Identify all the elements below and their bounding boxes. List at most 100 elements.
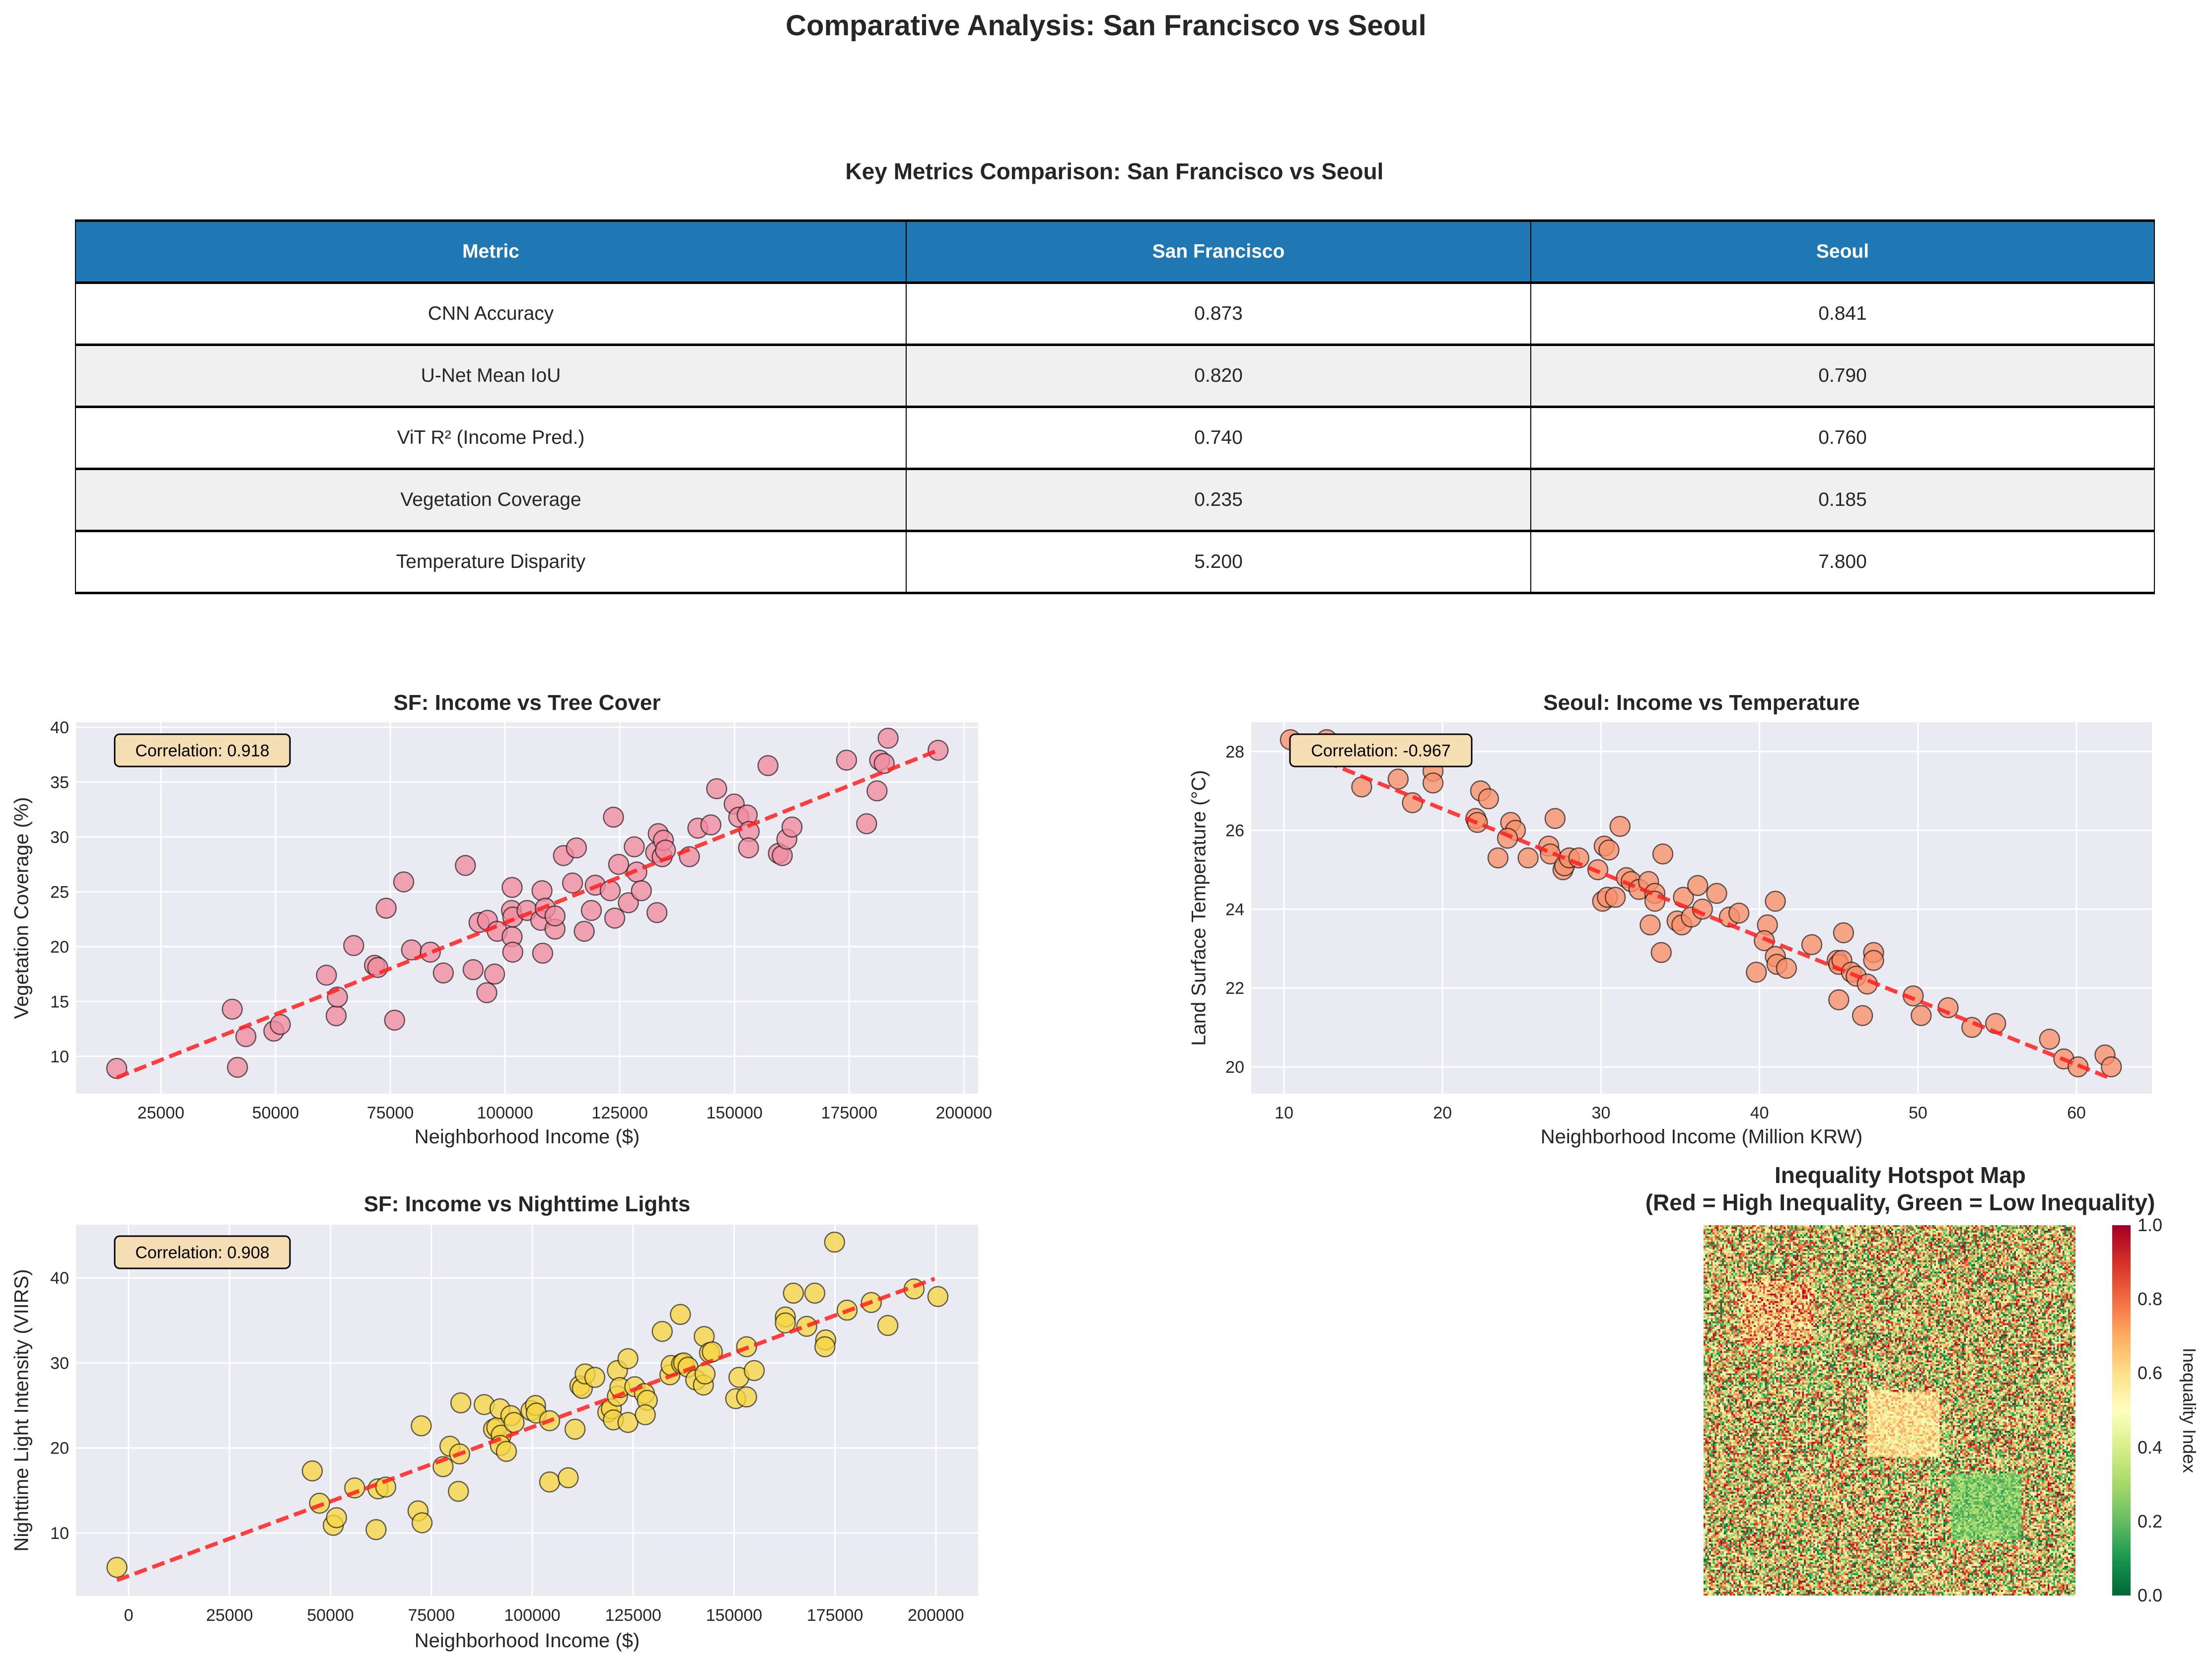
colorbar — [2112, 1225, 2131, 1596]
trend-line — [1289, 746, 2112, 1081]
table-row: Temperature Disparity 5.200 7.800 — [75, 530, 2155, 594]
data-point — [2101, 1056, 2122, 1078]
data-point — [539, 1471, 561, 1493]
data-point — [736, 1386, 757, 1408]
x-tick-label: 75000 — [408, 1606, 455, 1625]
data-point — [1487, 847, 1509, 869]
correlation-label: Correlation: 0.918 — [135, 742, 269, 761]
data-point — [646, 902, 668, 923]
header-metric: Metric — [75, 219, 907, 284]
data-point — [411, 1512, 433, 1533]
data-point — [462, 959, 484, 980]
sf-value-cell: 0.740 — [906, 406, 1531, 470]
heatmap-title: Inequality Hotspot Map — [1775, 1162, 2026, 1188]
x-tick-label: 175000 — [821, 1104, 877, 1122]
data-point — [624, 836, 645, 858]
heatmap-subtitle: (Red = High Inequality, Green = Low Ineq… — [1645, 1189, 2155, 1215]
chart-title: SF: Income vs Tree Cover — [394, 691, 661, 715]
data-point — [1765, 891, 1786, 912]
x-tick-label: 125000 — [591, 1104, 647, 1122]
data-point — [599, 880, 621, 902]
trend-line — [116, 1277, 935, 1582]
x-tick-label: 75000 — [367, 1104, 414, 1122]
data-point — [804, 1282, 826, 1304]
x-tick-label: 200000 — [908, 1606, 964, 1625]
data-point — [1422, 772, 1444, 794]
x-tick-label: 150000 — [707, 1104, 763, 1122]
chart-title: Seoul: Income vs Temperature — [1543, 691, 1859, 715]
data-point — [1650, 942, 1672, 963]
metric-cell: Temperature Disparity — [75, 530, 907, 594]
sf-value-cell: 5.200 — [906, 530, 1531, 594]
seoul-value-cell: 7.800 — [1530, 530, 2155, 594]
data-point — [796, 1316, 818, 1337]
y-tick-label: 28 — [1225, 743, 1244, 762]
y-tick-label: 15 — [50, 992, 69, 1011]
table-title: Key Metrics Comparison: San Francisco vs… — [845, 158, 1384, 184]
x-tick-label: 40 — [1750, 1104, 1769, 1122]
data-point — [502, 941, 524, 963]
metric-cell: CNN Accuracy — [75, 281, 907, 346]
trend-line — [116, 748, 939, 1080]
data-point — [1517, 847, 1539, 869]
data-point — [531, 880, 553, 902]
x-tick-label: 30 — [1592, 1104, 1611, 1122]
x-axis-label: Neighborhood Income ($) — [415, 1630, 640, 1652]
table-row: U-Net Mean IoU 0.820 0.790 — [75, 344, 2155, 408]
colorbar-tick-label: 0.0 — [2138, 1585, 2163, 1605]
x-tick-label: 100000 — [504, 1606, 560, 1625]
data-point — [227, 1056, 248, 1078]
data-point — [562, 872, 583, 894]
data-point — [411, 1415, 432, 1437]
data-point — [631, 880, 652, 902]
data-point — [928, 740, 949, 761]
data-point — [532, 942, 554, 964]
x-tick-label: 50 — [1909, 1104, 1927, 1122]
data-point — [1863, 950, 1884, 971]
table-row: ViT R² (Income Pred.) 0.740 0.760 — [75, 406, 2155, 470]
y-tick-label: 30 — [50, 1354, 69, 1373]
data-point — [1640, 914, 1661, 936]
data-point — [635, 1404, 656, 1426]
data-point — [706, 778, 727, 799]
correlation-box — [1289, 733, 1473, 767]
data-point — [503, 1412, 525, 1433]
metric-cell: Vegetation Coverage — [75, 468, 907, 532]
data-point — [564, 1418, 586, 1440]
data-point — [1746, 962, 1767, 983]
correlation-box — [114, 1235, 291, 1269]
seoul-value-cell: 0.841 — [1530, 281, 2155, 346]
y-tick-label: 35 — [50, 773, 69, 792]
data-point — [270, 1014, 291, 1036]
data-point — [1497, 828, 1518, 849]
header-san-francisco: San Francisco — [906, 219, 1531, 284]
data-point — [738, 837, 759, 859]
metric-cell: U-Net Mean IoU — [75, 344, 907, 408]
correlation-box — [114, 733, 291, 767]
data-point — [757, 755, 779, 776]
data-point — [927, 1286, 949, 1308]
correlation-label: Correlation: 0.908 — [135, 1244, 269, 1262]
data-point — [877, 727, 899, 749]
y-tick-label: 26 — [1225, 822, 1244, 840]
x-tick-label: 50000 — [252, 1104, 299, 1122]
data-point — [783, 1282, 804, 1304]
data-point — [484, 963, 505, 985]
data-point — [325, 1005, 347, 1027]
data-point — [221, 998, 243, 1020]
x-axis-label: Neighborhood Income (Million KRW) — [1541, 1126, 1862, 1148]
data-point — [393, 871, 415, 893]
data-point — [1478, 788, 1499, 810]
data-point — [343, 935, 364, 956]
metrics-table: Metric San Francisco Seoul CNN Accuracy … — [75, 219, 2155, 594]
y-axis-label: Vegetation Coverage (%) — [11, 797, 33, 1019]
y-tick-label: 40 — [50, 718, 69, 737]
y-tick-label: 10 — [50, 1047, 69, 1066]
scatter-chart: 0 25000 50000 75000 100000 125000 150000 175000… — [11, 1192, 978, 1652]
data-point — [617, 1348, 639, 1370]
data-point — [1644, 891, 1666, 912]
colorbar-tick-label: 0.8 — [2138, 1289, 2163, 1309]
sf-value-cell: 0.873 — [906, 281, 1531, 346]
x-tick-label: 60 — [2067, 1104, 2086, 1122]
